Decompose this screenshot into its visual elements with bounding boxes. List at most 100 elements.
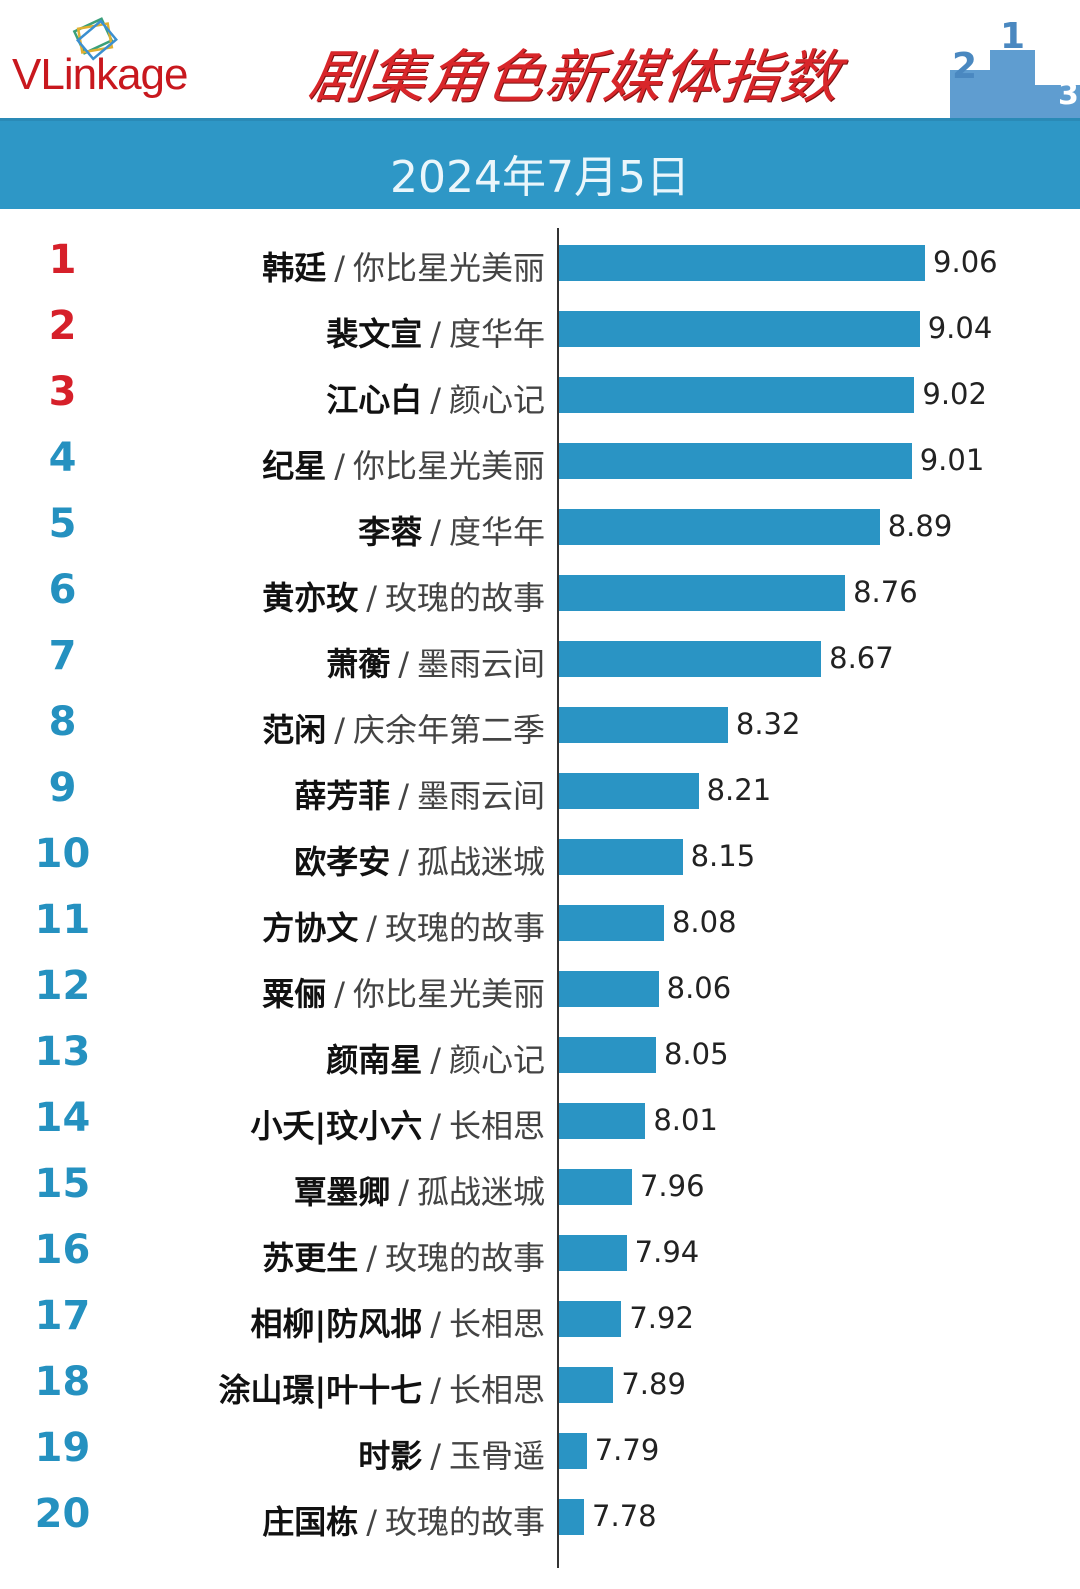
character-name: 覃墨卿 (294, 1173, 391, 1211)
rank-number: 9 (48, 765, 77, 811)
chart-row: 14 小夭|玟小六 / 长相思 8.01 (0, 1091, 1080, 1151)
chart-row: 19 时影 / 玉骨遥 7.79 (0, 1421, 1080, 1481)
show-title: 度华年 (448, 513, 545, 551)
value-label: 8.32 (735, 707, 801, 741)
bar (559, 1169, 632, 1205)
rank-number: 19 (34, 1425, 91, 1471)
svg-text:1: 1 (1000, 20, 1025, 57)
chart-row: 12 粟俪 / 你比星光美丽 8.06 (0, 959, 1080, 1019)
chart-row: 17 相柳|防风邶 / 长相思 7.92 (0, 1289, 1080, 1349)
separator: / (366, 909, 377, 947)
value-label: 8.15 (690, 839, 756, 873)
show-title: 庆余年第二季 (352, 711, 545, 749)
character-name: 颜南星 (326, 1041, 423, 1079)
separator: / (430, 1107, 441, 1145)
character-name: 欧孝安 (294, 843, 391, 881)
show-title: 孤战迷城 (416, 1173, 545, 1211)
value-label: 7.78 (592, 1499, 657, 1533)
bar (559, 245, 926, 281)
bar (559, 971, 659, 1007)
bar-label: 黄亦玫 / 玫瑰的故事 (262, 573, 545, 619)
chart-title: 剧集角色新媒体指数 (304, 43, 846, 111)
logo-text: VLinkage (12, 50, 188, 99)
value-label: 8.89 (887, 509, 953, 543)
show-title: 玫瑰的故事 (384, 909, 545, 947)
character-name: 粟俪 (262, 975, 327, 1013)
chart-row: 16 苏更生 / 玫瑰的故事 7.94 (0, 1223, 1080, 1283)
show-title: 墨雨云间 (416, 645, 545, 683)
chart-row: 2 裴文宣 / 度华年 9.04 (0, 299, 1080, 359)
y-axis-line (557, 228, 559, 1568)
character-name: 时影 (358, 1437, 423, 1475)
bar-label: 时影 / 玉骨遥 (358, 1431, 545, 1477)
bar (559, 1037, 656, 1073)
rank-number: 20 (34, 1491, 91, 1537)
chart-row: 1 韩廷 / 你比星光美丽 9.06 (0, 233, 1080, 293)
rank-number: 7 (48, 633, 77, 679)
value-label: 7.89 (621, 1367, 686, 1401)
value-label: 9.04 (927, 311, 993, 345)
value-label: 8.01 (653, 1103, 718, 1137)
podium-icon: 2 1 3 (950, 20, 1080, 120)
bar (559, 443, 912, 479)
rank-number: 11 (34, 897, 91, 943)
bar (559, 1433, 587, 1469)
rank-number: 10 (34, 831, 91, 877)
bar (559, 575, 846, 611)
chart-row: 9 薛芳菲 / 墨雨云间 8.21 (0, 761, 1080, 821)
separator: / (398, 1173, 409, 1211)
rank-number: 13 (34, 1029, 91, 1075)
chart-row: 6 黄亦玫 / 玫瑰的故事 8.76 (0, 563, 1080, 623)
svg-text:3: 3 (1058, 77, 1079, 112)
bar-label: 覃墨卿 / 孤战迷城 (294, 1167, 545, 1213)
chart-row: 11 方协文 / 玫瑰的故事 8.08 (0, 893, 1080, 953)
chart-row: 20 庄国栋 / 玫瑰的故事 7.78 (0, 1487, 1080, 1547)
value-label: 7.92 (629, 1301, 694, 1335)
bar-label: 韩廷 / 你比星光美丽 (262, 243, 545, 289)
chart-row: 10 欧孝安 / 孤战迷城 8.15 (0, 827, 1080, 887)
show-title: 玫瑰的故事 (384, 579, 545, 617)
character-name: 萧蘅 (326, 645, 391, 683)
value-label: 7.96 (639, 1169, 705, 1203)
rank-number: 4 (48, 435, 77, 481)
separator: / (366, 1503, 377, 1541)
show-title: 墨雨云间 (416, 777, 545, 815)
rank-number: 5 (48, 501, 77, 547)
separator: / (430, 381, 441, 419)
separator: / (366, 579, 377, 617)
value-label: 8.05 (663, 1037, 729, 1071)
separator: / (334, 975, 345, 1013)
rank-number: 2 (48, 303, 77, 349)
bar-label: 萧蘅 / 墨雨云间 (326, 639, 545, 685)
value-label: 8.76 (853, 575, 918, 609)
chart-row: 13 颜南星 / 颜心记 8.05 (0, 1025, 1080, 1085)
value-label: 9.02 (922, 377, 987, 411)
chart-row: 18 涂山璟|叶十七 / 长相思 7.89 (0, 1355, 1080, 1415)
rank-number: 6 (48, 567, 77, 613)
bar-label: 江心白 / 颜心记 (326, 375, 545, 421)
rank-number: 18 (34, 1359, 91, 1405)
separator: / (334, 447, 345, 485)
separator: / (398, 777, 409, 815)
character-name: 李蓉 (358, 513, 423, 551)
bar (559, 1367, 614, 1403)
bar (559, 773, 699, 809)
rank-number: 1 (48, 237, 77, 283)
bar (559, 641, 822, 677)
show-title: 玫瑰的故事 (384, 1239, 545, 1277)
show-title: 颜心记 (448, 381, 545, 419)
value-label: 9.01 (919, 443, 985, 477)
chart-row: 7 萧蘅 / 墨雨云间 8.67 (0, 629, 1080, 689)
character-name: 黄亦玫 (262, 579, 359, 617)
chart-row: 4 纪星 / 你比星光美丽 9.01 (0, 431, 1080, 491)
separator: / (430, 1305, 441, 1343)
character-name: 小夭|玟小六 (250, 1107, 423, 1145)
show-title: 孤战迷城 (416, 843, 545, 881)
value-label: 8.21 (706, 773, 772, 807)
show-title: 度华年 (448, 315, 545, 353)
bar-label: 颜南星 / 颜心记 (326, 1035, 545, 1081)
separator: / (398, 843, 409, 881)
bar (559, 377, 915, 413)
value-label: 8.67 (829, 641, 894, 675)
show-title: 长相思 (448, 1305, 545, 1343)
